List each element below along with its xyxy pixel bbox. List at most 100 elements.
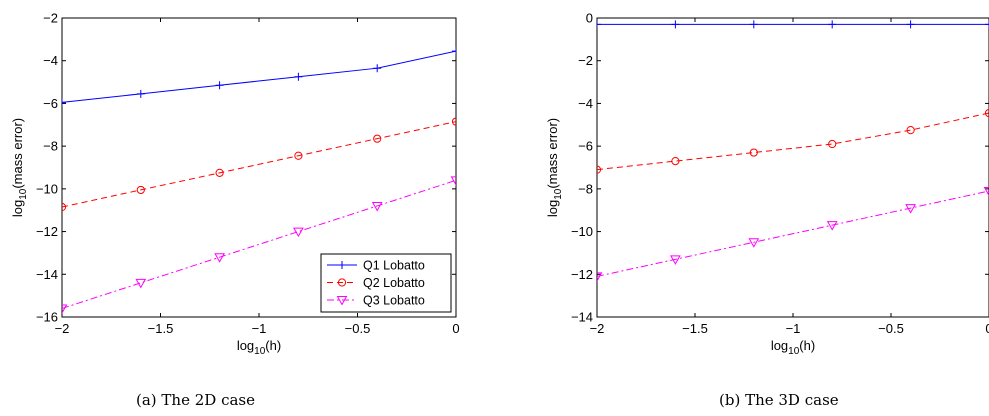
data-point-plus	[136, 89, 145, 98]
series-2	[62, 117, 456, 212]
data-point-plus	[828, 20, 837, 29]
series-3	[62, 176, 456, 314]
y-tick-label: −14	[571, 310, 593, 325]
data-point-plus	[906, 20, 915, 29]
axes-frame	[596, 17, 989, 318]
y-tick-label: −8	[578, 181, 593, 196]
data-point-triangle	[135, 278, 147, 289]
y-axis-label: log10(mass error)	[545, 118, 564, 217]
data-point-circle	[294, 151, 303, 160]
data-point-circle	[906, 126, 915, 135]
data-point-circle	[984, 108, 989, 118]
y-tick-label: −2	[578, 53, 593, 68]
data-point-circle	[136, 185, 145, 195]
y-axis-label-base: log	[545, 200, 560, 217]
data-point-plus	[597, 20, 601, 29]
data-point-circle	[215, 168, 224, 177]
y-tick-label: −4	[578, 96, 593, 111]
x-axis-label-base: log	[771, 338, 788, 353]
data-point-triangle	[293, 227, 304, 238]
x-tick-label: −1.5	[148, 321, 174, 336]
y-tick-label: −2	[43, 11, 58, 26]
data-point-circle	[597, 165, 602, 174]
y-tick-label: −6	[578, 139, 593, 154]
data-point-circle	[62, 202, 67, 212]
x-axis-label-sub: 10	[254, 346, 266, 357]
series-line	[62, 121, 456, 208]
data-point-plus	[985, 20, 989, 29]
y-axis-label-base: log	[10, 200, 25, 217]
data-point-triangle	[748, 238, 760, 248]
y-axis-label-rest: (mass error)	[545, 118, 560, 189]
data-point-circle	[671, 156, 680, 166]
x-tick-label: 0	[452, 321, 459, 336]
y-tick-label: −12	[36, 224, 58, 239]
data-point-circle	[337, 278, 347, 287]
data-point-triangle	[670, 255, 681, 265]
x-axis-label: log10(h)	[237, 338, 281, 357]
y-axis-label-sub: 10	[553, 188, 564, 200]
x-tick-label: −2	[590, 321, 605, 336]
series-line	[597, 112, 989, 171]
data-point-plus	[62, 98, 66, 107]
data-point-triangle	[597, 272, 603, 282]
caption-3d: (b) The 3D case	[719, 391, 839, 409]
data-point-triangle	[371, 201, 383, 212]
data-point-plus	[294, 72, 303, 81]
series-2	[597, 108, 989, 174]
series-line	[62, 50, 456, 103]
x-tick-label: −2	[55, 321, 70, 336]
data-point-circle	[749, 148, 758, 157]
x-axis-label-sub: 10	[788, 346, 800, 357]
chart-2d: −2 −1.5 −1 −0.5 0 −16 −14 −12 −10 −8 −6 −4 −2 log10(h…	[10, 11, 460, 358]
data-point-triangle	[983, 186, 989, 197]
x-tick-label: 0	[985, 321, 989, 336]
data-point-triangle	[450, 176, 456, 186]
series-1	[597, 20, 989, 29]
y-axis-label-sub: 10	[18, 188, 29, 200]
data-point-plus	[671, 20, 680, 29]
y-tick-label: −8	[43, 139, 58, 154]
data-point-triangle	[826, 221, 838, 231]
x-tick-label: −1	[252, 321, 267, 336]
legend: Q1 Lobatto Q2 Lobatto Q3 Lobatto	[320, 253, 452, 313]
data-point-plus	[749, 20, 758, 29]
x-tick-label: −0.5	[878, 321, 904, 336]
y-tick-label: 0	[586, 11, 593, 26]
y-tick-label: −6	[43, 96, 58, 111]
series-line	[62, 179, 456, 309]
y-tick-label: −16	[36, 310, 58, 325]
series-3	[597, 186, 989, 282]
legend-label: Q1 Lobatto	[363, 259, 425, 273]
series-line	[597, 190, 989, 277]
x-axis-label-rest: (h)	[799, 338, 815, 353]
y-tick-label: −10	[36, 181, 58, 196]
legend-label: Q2 Lobatto	[363, 276, 425, 290]
data-point-triangle	[62, 304, 68, 314]
y-axis-label: log10(mass error)	[10, 118, 29, 217]
y-tick-label: −14	[36, 267, 58, 282]
x-tick-label: −1.5	[682, 321, 708, 336]
legend-label: Q3 Lobatto	[363, 294, 425, 308]
caption-2d: (a) The 2D case	[136, 391, 255, 409]
chart-3d: −2−1.5−1−0.50−14−12−10−8−6−4−20log10(h)l…	[545, 11, 989, 357]
x-tick-label: −1	[786, 321, 801, 336]
data-point-plus	[373, 64, 382, 73]
data-point-plus	[215, 81, 224, 90]
x-tick-label: −0.5	[345, 321, 371, 336]
y-tick-label: −4	[43, 53, 58, 68]
data-point-triangle	[905, 204, 916, 214]
data-point-circle	[451, 117, 456, 126]
data-point-triangle	[336, 296, 348, 306]
data-point-plus	[452, 47, 456, 56]
data-point-circle	[828, 139, 837, 149]
y-tick-label: −12	[571, 267, 593, 282]
x-axis-label-base: log	[237, 338, 254, 353]
series-1	[62, 47, 456, 107]
y-axis-label-rest: (mass error)	[10, 118, 25, 189]
data-point-triangle	[214, 253, 225, 263]
data-point-plus	[338, 261, 346, 269]
y-tick-label: −10	[571, 224, 593, 239]
x-axis-label: log10(h)	[771, 338, 815, 357]
